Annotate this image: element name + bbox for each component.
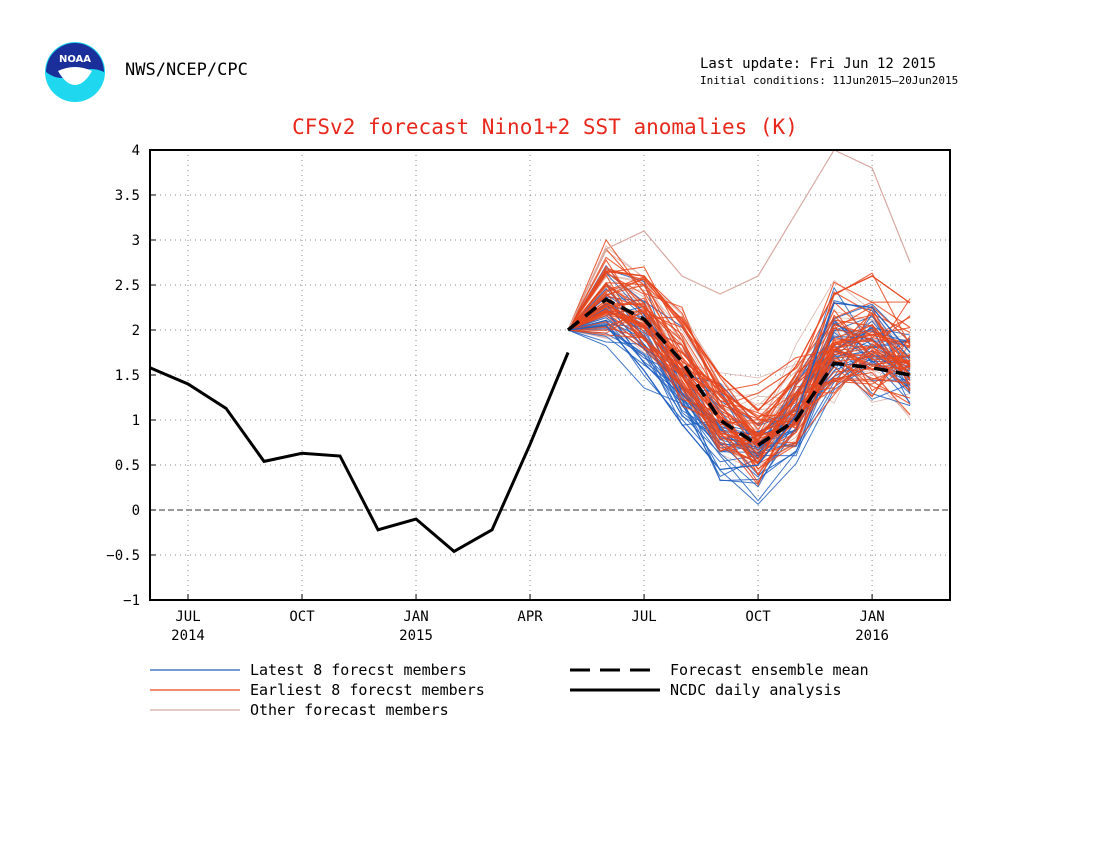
latest-members-line xyxy=(567,302,911,471)
legend-label: Forecast ensemble mean xyxy=(670,661,869,679)
earliest-members-line xyxy=(567,270,911,412)
x-tick-year: 2016 xyxy=(855,628,889,644)
ensemble-member-line xyxy=(567,265,911,424)
y-tick-label: 1.5 xyxy=(115,368,140,384)
x-tick-label: OCT xyxy=(289,609,315,625)
noaa-logo-text: NOAA xyxy=(59,54,91,65)
legend-label: Latest 8 forecst members xyxy=(250,661,467,679)
y-tick-label: 2.5 xyxy=(115,278,140,294)
ensemble-member-line xyxy=(567,258,911,427)
other-members-line xyxy=(567,149,911,331)
plot-frame xyxy=(149,149,951,601)
x-tick-label: JAN xyxy=(859,609,884,625)
initial-conditions-label: Initial conditions: 11Jun2015–20Jun2015 xyxy=(700,74,959,87)
series-layer xyxy=(149,149,911,554)
chart-title: CFSv2 forecast Nino1+2 SST anomalies (K) xyxy=(292,115,798,139)
y-tick-label: 0.5 xyxy=(115,458,140,474)
ensemble-member-line xyxy=(568,329,911,488)
ensemble-member-line xyxy=(567,238,911,408)
legend-label: NCDC daily analysis xyxy=(670,681,842,699)
ensemble-mean-line xyxy=(566,297,911,448)
y-tick-label: −0.5 xyxy=(106,548,140,564)
y-tick-label: 3 xyxy=(132,233,140,249)
grid-lines xyxy=(150,150,950,600)
y-tick-label: 2 xyxy=(132,323,140,339)
last-update-label: Last update: Fri Jun 12 2015 xyxy=(700,56,937,72)
ensemble-member-line xyxy=(567,306,911,436)
x-tick-label: OCT xyxy=(745,609,771,625)
x-tick-label: JUL xyxy=(175,609,200,625)
noaa-logo: NOAA xyxy=(45,42,105,102)
ensemble-member-line xyxy=(567,282,911,463)
legend-label: Earliest 8 forecst members xyxy=(250,681,485,699)
ensemble-member-line xyxy=(567,272,911,437)
ensemble-member-line xyxy=(567,297,911,437)
x-tick-year: 2015 xyxy=(399,628,433,644)
ensemble-members xyxy=(567,238,911,505)
ensemble-member-line xyxy=(567,329,911,435)
y-axis-ticks: 4 3.5 3 2.5 2 1.5 1 0.5 0 −0.5 −1 xyxy=(106,143,156,609)
x-tick-year: 2014 xyxy=(171,628,205,644)
x-tick-label: JUL xyxy=(631,609,656,625)
ensemble-member-line xyxy=(567,266,911,429)
ensemble-member-line xyxy=(567,312,911,461)
y-tick-label: 0 xyxy=(132,503,140,519)
legend-label: Other forecast members xyxy=(250,701,449,719)
x-tick-label: APR xyxy=(517,609,543,625)
y-tick-label: 4 xyxy=(132,143,140,159)
ensemble-member-line xyxy=(568,307,911,445)
agency-label: NWS/NCEP/CPC xyxy=(125,60,248,80)
y-tick-label: −1 xyxy=(123,593,140,609)
analysis-line xyxy=(149,351,570,554)
ensemble-member-line xyxy=(567,250,911,398)
y-tick-label: 1 xyxy=(132,413,140,429)
x-axis-ticks: JUL 2014 OCT JAN 2015 APR JUL OCT JAN 2016 xyxy=(171,594,889,644)
legend: Latest 8 forecst members Earliest 8 forec… xyxy=(150,661,869,719)
y-tick-label: 3.5 xyxy=(115,188,140,204)
x-tick-label: JAN xyxy=(403,609,428,625)
ensemble-member-line xyxy=(567,278,911,392)
